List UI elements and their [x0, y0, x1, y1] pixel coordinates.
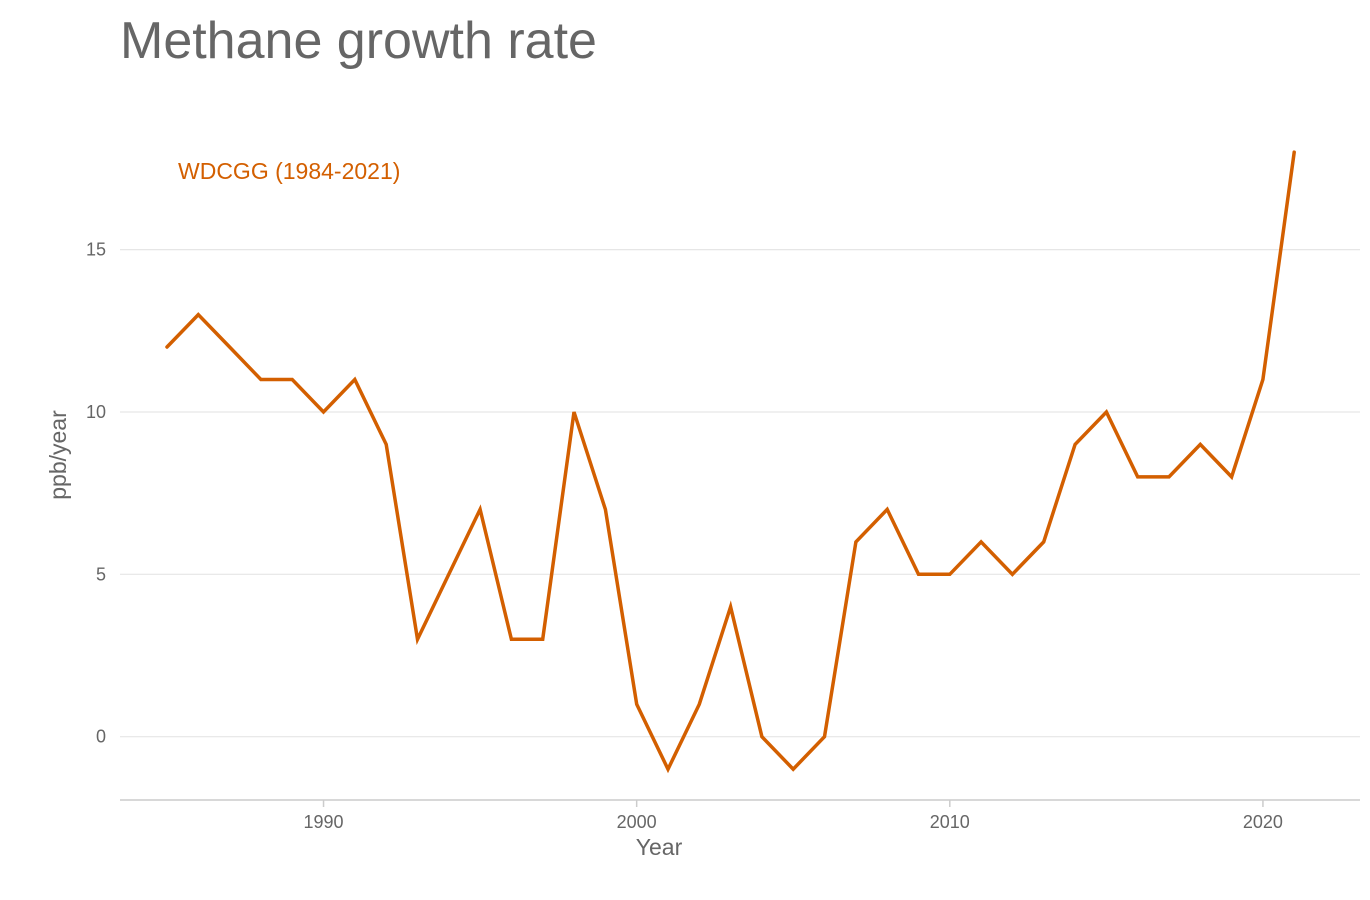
y-tick-label-10: 10 [86, 402, 106, 422]
x-tick-label-1990: 1990 [304, 812, 344, 832]
x-tick-label-2000: 2000 [617, 812, 657, 832]
legend-label: WDCGG (1984-2021) [178, 158, 400, 184]
y-tick-label-5: 5 [96, 564, 106, 584]
x-axis-ticks: 1990 2000 2010 2020 [304, 800, 1283, 832]
x-tick-label-2010: 2010 [930, 812, 970, 832]
chart-title: Methane growth rate [120, 12, 597, 70]
series-line-0 [165, 150, 1296, 774]
gridlines [120, 249, 1360, 738]
y-axis-label: ppb/year [45, 410, 71, 500]
series-group [165, 150, 1296, 774]
y-axis-ticks: 0 5 10 15 [86, 240, 106, 747]
x-axis-label: Year [636, 834, 683, 860]
x-tick-label-2020: 2020 [1243, 812, 1283, 832]
y-tick-label-15: 15 [86, 240, 106, 260]
y-tick-label-0: 0 [96, 727, 106, 747]
